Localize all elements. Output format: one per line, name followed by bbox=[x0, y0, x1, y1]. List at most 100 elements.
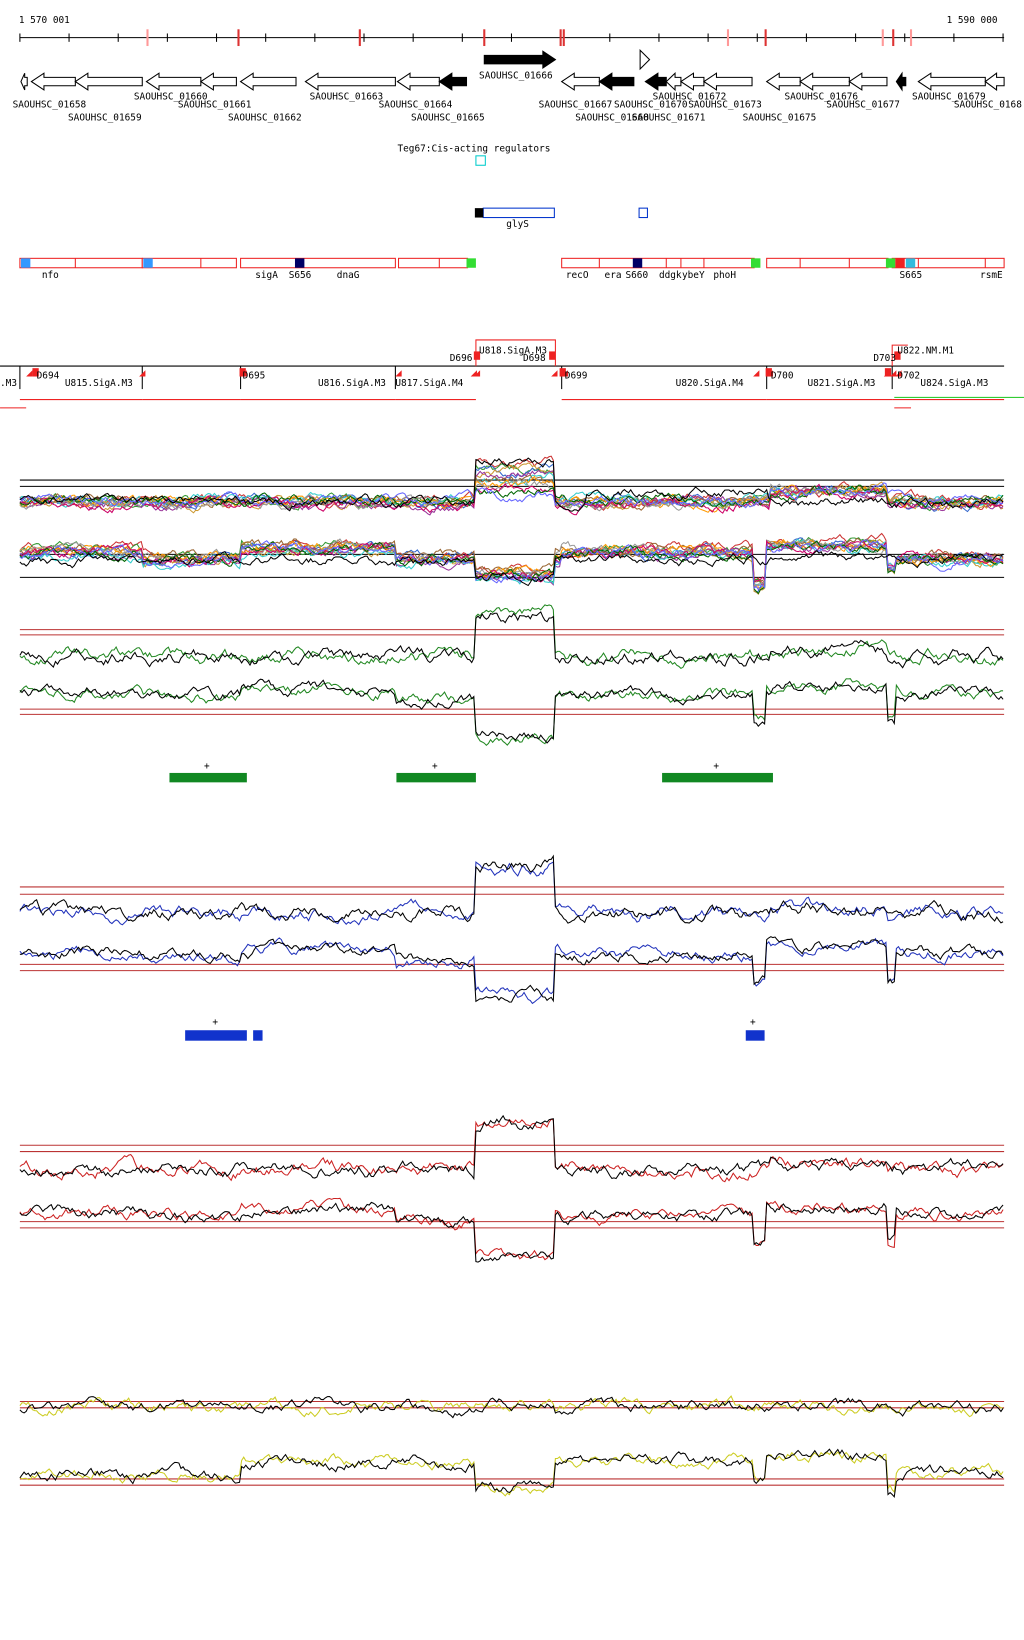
gene-arrow bbox=[74, 72, 143, 91]
signal-trace bbox=[19, 1118, 1004, 1183]
gene-label: SAOUHSC_01662 bbox=[228, 112, 302, 123]
regulator-label: U817.SigA.M4 bbox=[395, 378, 463, 389]
marker bbox=[726, 29, 730, 47]
reg-tri bbox=[753, 370, 760, 377]
gene-arrow bbox=[679, 72, 705, 91]
gene-name: S665 bbox=[900, 270, 923, 281]
operon-mark bbox=[750, 258, 761, 268]
gene-arrow bbox=[984, 72, 1005, 91]
operon-box bbox=[561, 257, 755, 269]
operon-mark bbox=[895, 258, 905, 268]
signal-trace bbox=[19, 1114, 1004, 1181]
gene-name: sigA bbox=[255, 270, 278, 281]
enriched-bar bbox=[396, 772, 476, 783]
operon-mark bbox=[885, 258, 896, 268]
cis-box bbox=[475, 155, 486, 166]
plus-mark: + bbox=[713, 761, 719, 772]
gene-name: ddgk bbox=[659, 270, 682, 281]
gene-label: SAOUHSC_0168 bbox=[954, 100, 1022, 111]
signal-trace bbox=[19, 854, 1004, 924]
gene-name: recO bbox=[566, 270, 589, 281]
signal-trace bbox=[19, 482, 1004, 509]
enriched-bar bbox=[169, 772, 247, 783]
signal-trace bbox=[19, 611, 1004, 669]
regulator-label: U821.SigA.M3 bbox=[807, 378, 875, 389]
plus-mark: + bbox=[432, 761, 438, 772]
reg-box bbox=[894, 351, 901, 360]
regulator-label: D703 bbox=[873, 353, 896, 364]
regulator-label: D699 bbox=[565, 371, 588, 382]
coord-label: 1 590 000 bbox=[947, 15, 998, 26]
gene-arrow bbox=[20, 72, 28, 91]
signal-trace bbox=[19, 457, 1004, 512]
gene-arrow bbox=[30, 72, 76, 91]
gene-arrow bbox=[199, 72, 237, 91]
signal-trace bbox=[19, 1450, 1004, 1497]
signal-trace bbox=[19, 1395, 1004, 1419]
gene-arrow bbox=[598, 72, 635, 91]
feature-box bbox=[474, 208, 484, 218]
operon-mark bbox=[632, 258, 643, 268]
plus-mark: + bbox=[212, 1017, 218, 1028]
gene-arrow bbox=[239, 72, 297, 91]
enriched-bar bbox=[185, 1030, 247, 1041]
operon-box bbox=[141, 257, 237, 269]
signal-trace bbox=[19, 462, 1004, 514]
gene-label: SAOUHSC_01676 bbox=[784, 91, 858, 102]
gene-arrow bbox=[702, 72, 753, 91]
gene-arrow bbox=[438, 72, 468, 91]
reg-tri bbox=[473, 370, 481, 377]
gene-arrow bbox=[483, 50, 557, 69]
regulator-label: D694 bbox=[37, 371, 60, 382]
marker bbox=[237, 29, 240, 47]
reg-box bbox=[32, 368, 39, 377]
regulator-label: U815.SigA.M3 bbox=[65, 378, 133, 389]
enriched-bar bbox=[253, 1030, 263, 1041]
feature-box bbox=[482, 207, 555, 219]
plus-mark: + bbox=[204, 761, 210, 772]
gene-label: SAOUHSC_01668 bbox=[575, 112, 649, 123]
operon-box bbox=[19, 257, 143, 269]
reg-box bbox=[239, 368, 246, 377]
gene-label: SAOUHSC_01671 bbox=[632, 112, 706, 123]
marker bbox=[358, 29, 361, 47]
gene-arrow bbox=[560, 72, 600, 91]
reg-tri bbox=[395, 370, 402, 377]
gene-name: nfo bbox=[42, 270, 59, 281]
gene-name: rsmE bbox=[980, 270, 1003, 281]
signal-trace bbox=[19, 604, 1004, 669]
regulator-label: U824.SigA.M3 bbox=[920, 378, 988, 389]
gene-arrow bbox=[639, 48, 651, 71]
gene-label: SAOUHSC_01673 bbox=[688, 100, 762, 111]
marker bbox=[559, 29, 562, 47]
regulator-label: D696 bbox=[450, 353, 473, 364]
reg-tri bbox=[551, 370, 558, 377]
gene-label: SAOUHSC_01667 bbox=[539, 100, 613, 111]
signal-trace bbox=[19, 1197, 1004, 1261]
regulator-label: U816.SigA.M3 bbox=[318, 378, 386, 389]
signal-trace bbox=[19, 936, 1004, 1003]
reg-tri bbox=[26, 370, 33, 377]
operon-mark bbox=[466, 258, 476, 268]
reg-box bbox=[884, 368, 892, 377]
gene-name: phoH bbox=[713, 270, 736, 281]
gene-label: SAOUHSC_01666 bbox=[479, 70, 553, 81]
operon-mark bbox=[20, 258, 31, 268]
cis-label: Teg67:Cis-acting regulators bbox=[397, 144, 550, 155]
marker bbox=[483, 29, 486, 47]
gene-arrow bbox=[895, 71, 907, 92]
regulator-label: D695 bbox=[243, 371, 266, 382]
regulator-label: D702 bbox=[897, 371, 920, 382]
gene-arrow bbox=[765, 72, 801, 91]
reg-box bbox=[473, 351, 481, 360]
gene-label: SAOUHSC_01670 bbox=[614, 100, 688, 111]
gene-label: SAOUHSC_01659 bbox=[68, 112, 142, 123]
gene-name: ybeY bbox=[682, 270, 705, 281]
regulator-label: D700 bbox=[771, 371, 794, 382]
operon-mark bbox=[294, 258, 305, 268]
reg-box bbox=[559, 368, 566, 377]
gene-label: SAOUHSC_01672 bbox=[653, 91, 727, 102]
signal-trace bbox=[19, 1448, 1004, 1498]
signal-trace bbox=[19, 532, 1004, 585]
